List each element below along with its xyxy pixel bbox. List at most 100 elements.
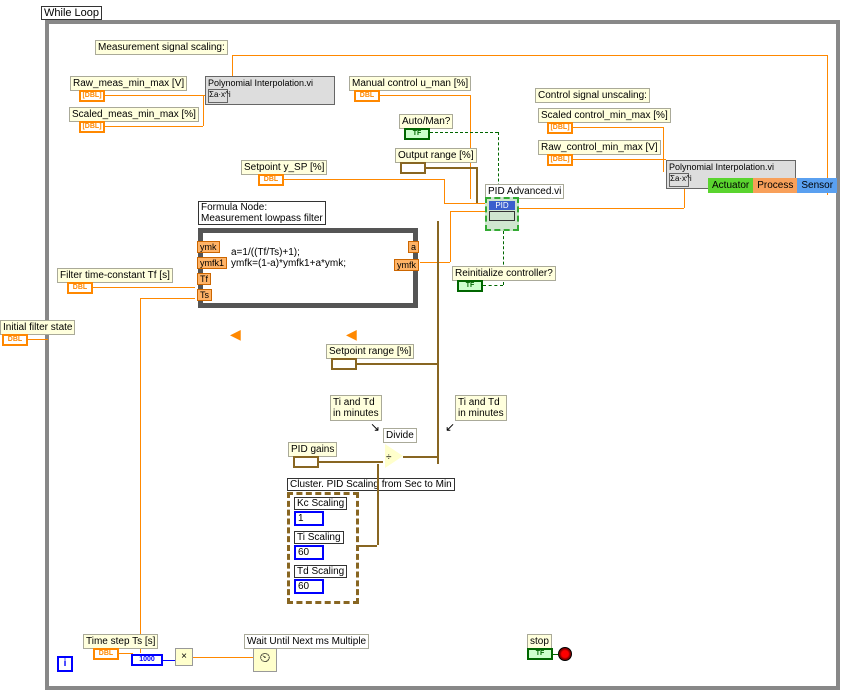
wire	[444, 179, 445, 203]
wire	[28, 339, 48, 340]
setpoint-terminal: DBL	[258, 174, 284, 186]
wire	[319, 461, 383, 463]
wire	[380, 95, 470, 96]
ti-td-label-1: Ti and Td in minutes	[330, 395, 382, 421]
wire	[420, 262, 450, 263]
initial-filter-terminal: DBL	[2, 334, 28, 346]
wire	[573, 159, 666, 160]
pid-gains-label: PID gains	[288, 442, 337, 457]
process-chain: Actuator Process Sensor	[708, 178, 837, 193]
wire	[470, 95, 471, 199]
time-step-label: Time step Ts [s]	[83, 634, 158, 649]
iteration-terminal: i	[57, 656, 73, 672]
wire	[377, 464, 379, 545]
wire	[203, 95, 204, 126]
filter-tc-label: Filter time-constant Tf [s]	[57, 268, 173, 283]
fn-ymfk1: ymfk1	[197, 257, 227, 269]
wire	[437, 221, 439, 464]
fn-ymk: ymk	[197, 241, 220, 253]
setpoint-range-terminal	[331, 358, 357, 370]
scaled-ctrl-label: Scaled control_min_max [%]	[538, 108, 671, 123]
sensor-block: Sensor	[797, 178, 837, 193]
divide-symbol: ÷	[386, 452, 392, 463]
fn-a: a	[408, 241, 419, 253]
scaled-meas-terminal: [DBL]	[79, 121, 105, 133]
stop-loop-condition[interactable]	[558, 647, 572, 661]
raw-ctrl-label: Raw_control_min_max [V]	[538, 140, 661, 155]
wire	[827, 55, 828, 195]
constant-1000: 1000	[131, 654, 163, 666]
process-block: Process	[753, 178, 797, 193]
td-scaling-val: 60	[294, 579, 324, 594]
wire	[483, 285, 503, 286]
wire	[426, 167, 476, 169]
divide-label: Divide	[383, 428, 417, 443]
wire	[93, 287, 195, 288]
reinit-label: Reinitialize controller?	[452, 266, 556, 281]
stop-label: stop	[527, 634, 552, 649]
meas-scaling-label: Measurement signal scaling:	[95, 40, 228, 55]
wire	[430, 132, 498, 133]
ti-scaling-val: 60	[294, 545, 324, 560]
actuator-block: Actuator	[708, 178, 753, 193]
manual-ctrl-terminal: DBL	[354, 90, 380, 102]
reinit-terminal: TF	[457, 280, 483, 292]
scaled-ctrl-terminal: [DBL]	[547, 122, 573, 134]
output-range-label: Output range [%]	[395, 148, 477, 163]
wire	[663, 127, 664, 172]
shift-register-left: ◀	[230, 326, 241, 343]
td-scaling-label: Td Scaling	[294, 565, 347, 578]
wire	[140, 298, 141, 653]
wire	[444, 203, 485, 204]
time-step-terminal: DBL	[93, 648, 119, 660]
wire	[232, 55, 827, 56]
wire	[553, 654, 558, 655]
setpoint-label: Setpoint y_SP [%]	[241, 160, 327, 175]
wire	[476, 167, 478, 203]
arrow-2: ↙	[445, 420, 455, 434]
wire	[357, 363, 437, 365]
pid-gains-terminal	[293, 456, 319, 468]
wire	[284, 179, 444, 180]
wire	[450, 211, 451, 262]
kc-scaling-val: 1	[294, 511, 324, 526]
fn-ts: Ts	[197, 289, 212, 301]
raw-ctrl-terminal: [DBL]	[547, 154, 573, 166]
fn-tf: Tf	[197, 273, 211, 285]
pid-vi-icon[interactable]: PID	[485, 197, 519, 231]
scaled-meas-label: Scaled_meas_min_max [%]	[69, 107, 199, 122]
wire	[573, 127, 663, 128]
wire	[519, 208, 684, 209]
ti-scaling-label: Ti Scaling	[294, 531, 344, 544]
filter-tc-terminal: DBL	[67, 282, 93, 294]
stop-terminal: TF	[527, 648, 553, 660]
auto-man-terminal: TF	[404, 128, 430, 140]
wait-until-label: Wait Until Next ms Multiple	[244, 634, 369, 649]
raw-meas-label: Raw_meas_min_max [V]	[70, 76, 187, 91]
wire	[403, 456, 437, 458]
wire	[359, 545, 377, 547]
wire	[450, 211, 485, 212]
fn-ymfk: ymfk	[394, 259, 419, 271]
formula-node: a=1/((Tf/Ts)+1); ymfk=(1-a)*ymfk1+a*ymk;…	[198, 228, 418, 308]
manual-ctrl-label: Manual control u_man [%]	[349, 76, 471, 91]
kc-scaling-label: Kc Scaling	[294, 497, 347, 510]
cluster-title: Cluster. PID Scaling from Sec to Min	[287, 478, 455, 491]
wait-until-prim: ⏲	[253, 648, 277, 672]
cluster-constant: Kc Scaling 1 Ti Scaling 60 Td Scaling 60	[287, 492, 359, 604]
wire	[163, 660, 175, 661]
ti-td-label-2: Ti and Td in minutes	[455, 395, 507, 421]
wire	[140, 298, 195, 299]
ctrl-unscaling-label: Control signal unscaling:	[535, 88, 650, 103]
multiply-prim: ×	[175, 648, 193, 666]
auto-man-label: Auto/Man?	[399, 114, 453, 129]
initial-filter-label: Initial filter state	[0, 320, 75, 335]
setpoint-range-label: Setpoint range [%]	[326, 344, 414, 359]
poly-interp-vi-1[interactable]: Polynomial Interpolation.vi Σa·x^i	[205, 76, 335, 105]
while-loop-label: While Loop	[41, 6, 102, 20]
wire	[105, 126, 203, 127]
shift-register-right: ◀	[346, 326, 357, 343]
output-range-terminal	[400, 162, 426, 174]
wire	[105, 95, 205, 96]
arrow-1: ↘	[370, 420, 380, 434]
